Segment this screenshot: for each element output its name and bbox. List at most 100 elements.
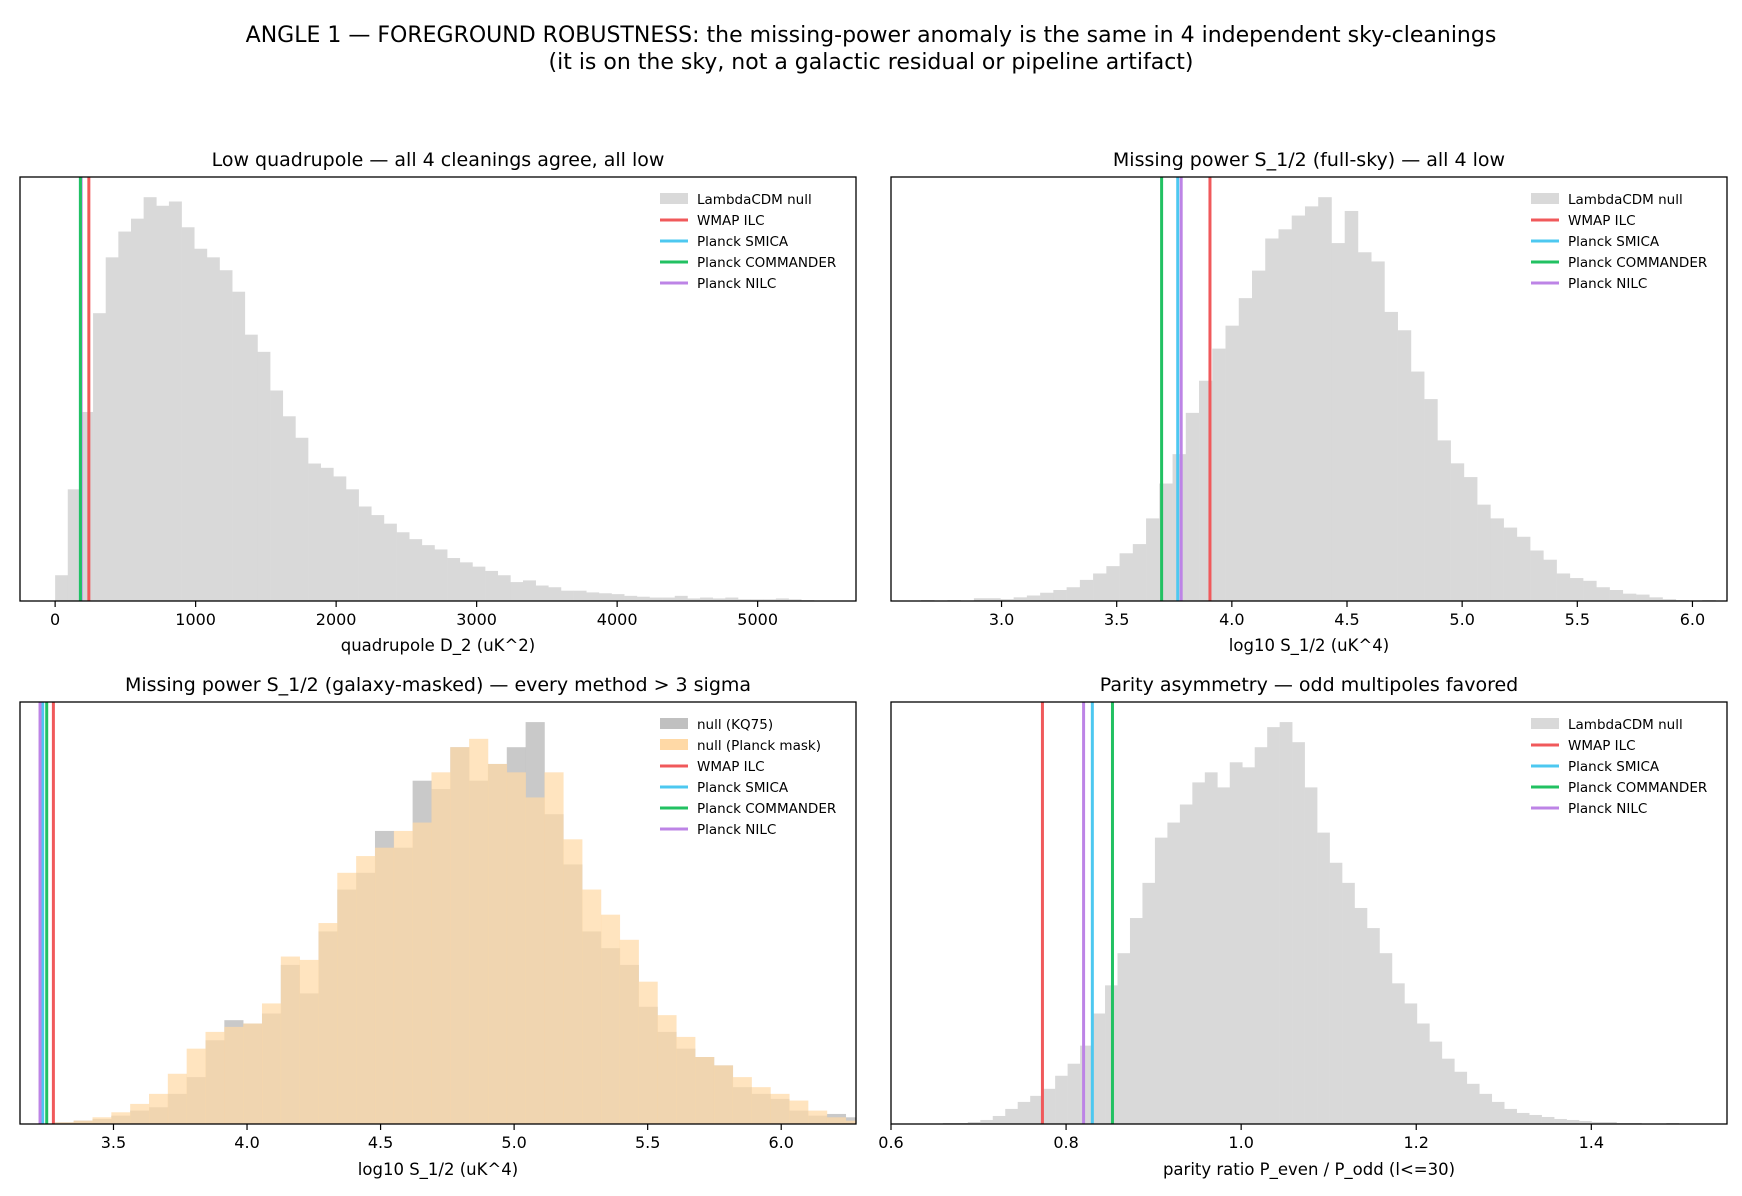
hist-bar — [1265, 238, 1279, 601]
hist-bar — [544, 772, 564, 1124]
hist-bar — [1379, 953, 1393, 1124]
hist-bar — [992, 1115, 1006, 1124]
x-tick-label: 3.5 — [1104, 610, 1129, 629]
x-tick-label: 3.0 — [989, 610, 1014, 629]
hist-bar — [1479, 1093, 1493, 1124]
hist-bar — [967, 1121, 981, 1124]
hist-bar — [506, 772, 526, 1124]
x-axis-label: log10 S_1/2 (uK^4) — [358, 1160, 518, 1180]
x-tick-label: 0.8 — [1053, 1133, 1078, 1152]
legend-label: Planck NILC — [1568, 801, 1647, 817]
hist-bar — [1441, 1058, 1455, 1124]
hist-bar — [649, 597, 663, 601]
x-axis-label: quadrupole D_2 (uK^2) — [341, 636, 535, 656]
hist-bar — [1066, 587, 1081, 601]
hist-bar — [105, 257, 119, 601]
hist-bar — [687, 598, 701, 601]
hist-bar — [751, 1087, 771, 1124]
hist-bar — [1217, 787, 1231, 1124]
hist-bar — [1132, 544, 1147, 601]
hist-bar — [469, 738, 489, 1124]
legend-label: Planck NILC — [697, 822, 776, 838]
hist-bar — [1490, 518, 1504, 601]
hist-bar — [232, 291, 246, 601]
hist-bar — [1317, 832, 1330, 1124]
hist-bar — [1604, 1121, 1617, 1124]
hist-bar — [732, 1077, 752, 1124]
hist-bar — [434, 549, 448, 601]
panel-title: Missing power S_1/2 (full-sky) — all 4 l… — [1113, 149, 1505, 171]
hist-bar — [243, 1023, 263, 1124]
legend-label: Planck NILC — [697, 276, 776, 292]
hist-bar — [219, 270, 233, 601]
legend-label: Planck COMMANDER — [1568, 780, 1707, 796]
hist-bar — [1342, 882, 1355, 1124]
legend: null (KQ75) null (Planck mask) WMAP ILC Pla… — [652, 710, 850, 844]
legend-swatch — [660, 193, 688, 204]
x-tick-label: 1.0 — [1228, 1133, 1253, 1152]
hist-bar — [1331, 243, 1345, 601]
hist-bar — [1437, 440, 1451, 601]
hist-bar — [167, 1073, 187, 1124]
legend-label: LambdaCDM null — [1568, 192, 1683, 208]
hist-bar — [1344, 210, 1359, 601]
hist-bar — [1384, 311, 1398, 601]
hist-bar — [1242, 767, 1256, 1124]
hist-bar — [1267, 727, 1280, 1124]
hist-bar — [1636, 594, 1650, 601]
hist-bar — [1566, 1119, 1580, 1124]
hist-bar — [1529, 1114, 1542, 1124]
hist-bar — [525, 797, 545, 1124]
hist-bar — [619, 939, 639, 1124]
legend-label: LambdaCDM null — [697, 192, 812, 208]
x-tick-label: 1.2 — [1404, 1133, 1429, 1152]
hist-bar — [73, 1120, 93, 1124]
legend-label: Planck SMICA — [697, 780, 789, 796]
hist-bar — [131, 218, 144, 601]
hist-bar — [1026, 595, 1041, 601]
hist-bar — [763, 599, 777, 601]
hist-bar — [700, 597, 713, 601]
legend: LambdaCDM null WMAP ILC Planck SMICA Planck… — [1523, 710, 1721, 823]
hist-bar — [295, 437, 309, 601]
hist-bar — [1167, 822, 1181, 1124]
x-tick-label: 5.5 — [1565, 610, 1590, 629]
hist-bar — [393, 830, 413, 1124]
hist-bar — [1491, 1101, 1505, 1124]
hist-bar — [1583, 580, 1597, 601]
hist-bar — [497, 575, 511, 601]
x-tick-label: 4.0 — [1219, 610, 1244, 629]
hist-bar — [1554, 1118, 1567, 1124]
hist-bar — [788, 599, 802, 601]
hist-bar — [1466, 1083, 1480, 1124]
hist-bar — [487, 763, 508, 1124]
hist-bar — [93, 313, 107, 601]
hist-bar — [409, 539, 423, 601]
hist-bar — [1093, 573, 1107, 601]
panel-title: Low quadrupole — all 4 cleanings agree, … — [212, 149, 665, 171]
hist-bar — [358, 506, 372, 601]
x-tick-label: 6.0 — [1680, 610, 1705, 629]
hist-bar — [674, 595, 688, 601]
hist-bar — [1291, 215, 1306, 601]
legend-label: Planck SMICA — [1568, 759, 1660, 775]
hist-bar — [194, 248, 208, 601]
hist-bar — [563, 839, 583, 1124]
legend-label: WMAP ILC — [697, 759, 765, 775]
legend-label: Planck SMICA — [1568, 234, 1660, 250]
hist-bar — [1516, 1112, 1530, 1124]
hist-bar — [472, 566, 486, 601]
hist-bar — [118, 231, 132, 601]
hist-bar — [1185, 412, 1200, 601]
panel-title: Parity asymmetry — odd multipoles favore… — [1100, 674, 1518, 696]
legend-label: Planck SMICA — [697, 234, 789, 250]
hist-bar — [586, 592, 600, 601]
hist-bar — [1318, 197, 1332, 601]
legend-label: Planck COMMANDER — [697, 255, 836, 271]
panel-low-quadrupole: Low quadrupole — all 4 cleanings agree, … — [19, 149, 857, 656]
hist-bar — [205, 1031, 225, 1124]
hist-bar — [1454, 1071, 1468, 1124]
axes-frame — [19, 701, 857, 1125]
axes-frame — [890, 701, 1728, 1125]
